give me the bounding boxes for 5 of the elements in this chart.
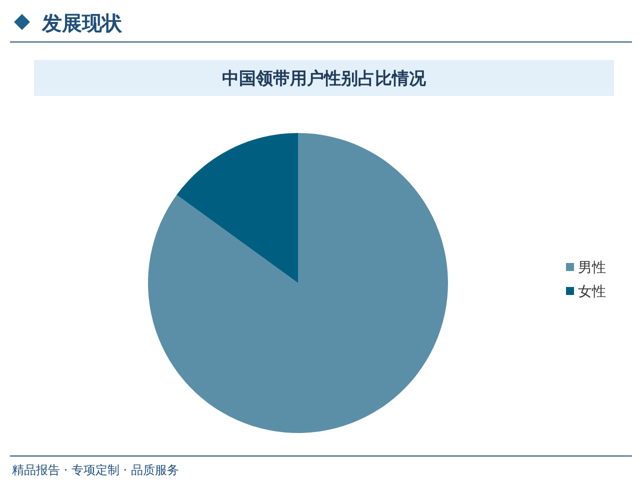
legend-label: 女性 xyxy=(578,284,606,300)
chart-title: 发展现状 xyxy=(41,11,123,35)
legend-label: 男性 xyxy=(578,260,606,276)
chart-subtitle: 中国领带用户性别占比情况 xyxy=(222,69,427,89)
text: 精品报告 · 专项定制 · 品质服务 xyxy=(12,463,179,477)
